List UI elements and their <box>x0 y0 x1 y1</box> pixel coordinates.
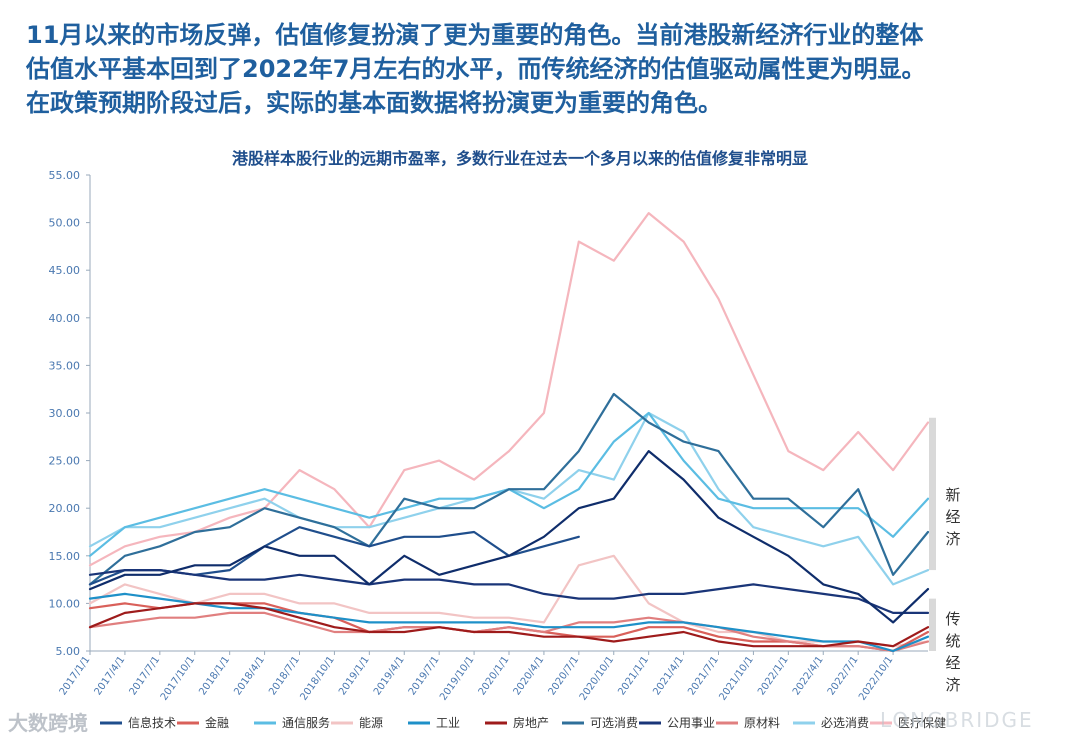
headline-line-2: 估值水平基本回到了2022年7月左右的水平，而传统经济的估值驱动属性更为明显。 <box>26 55 926 83</box>
series-line-9 <box>88 411 930 586</box>
series-line-6 <box>88 392 930 586</box>
series-line-11 <box>88 450 930 624</box>
x-tick-label: 2022/1/1 <box>756 654 791 697</box>
x-tick-label: 2018/4/1 <box>232 654 267 697</box>
series-line-2 <box>88 411 930 557</box>
new-economy-label: 新经济 <box>943 484 963 550</box>
y-tick-label: 15.00 <box>49 550 81 563</box>
x-tick-label: 2020/1/1 <box>477 654 512 697</box>
series-line-10 <box>88 212 930 567</box>
y-tick-label: 20.00 <box>49 502 81 515</box>
headline: 11月以来的市场反弹，估值修复扮演了更为重要的角色。当前港股新经济行业的整体 估… <box>26 18 1066 120</box>
new-economy-bracket <box>929 417 936 571</box>
x-tick-label: 2020/7/1 <box>547 654 582 697</box>
y-tick-label: 55.00 <box>49 169 81 182</box>
watermark-right: LONGBRIDGE <box>880 708 1034 732</box>
legend-label: 工业 <box>436 716 460 730</box>
y-tick-label: 40.00 <box>49 312 81 325</box>
legend-label: 医疗保健 <box>898 716 946 730</box>
group-brackets <box>929 417 936 651</box>
x-tick-label: 2022/7/1 <box>826 654 861 697</box>
watermark-left: 大数跨境 <box>8 711 88 735</box>
y-tick-label: 10.00 <box>49 597 81 610</box>
legend-label: 可选消费 <box>590 716 638 730</box>
x-tick-label: 2020/10/1 <box>578 654 616 702</box>
traditional-economy-text: 传统经济 <box>945 610 961 694</box>
x-tick-label: 2017/1/1 <box>58 654 93 697</box>
y-tick-label: 30.00 <box>49 407 81 420</box>
headline-line-1: 11月以来的市场反弹，估值修复扮演了更为重要的角色。当前港股新经济行业的整体 <box>26 21 924 49</box>
x-tick-label: 2020/4/1 <box>512 654 547 697</box>
x-tick-label: 2017/10/1 <box>159 654 197 702</box>
series-line-8 <box>88 611 930 653</box>
y-tick-label: 45.00 <box>49 264 81 277</box>
headline-line-3: 在政策预期阶段过后，实际的基本面数据将扮演更为重要的角色。 <box>26 89 722 117</box>
y-tick-label: 25.00 <box>49 455 81 468</box>
legend-label: 能源 <box>359 716 383 730</box>
chart-series <box>88 212 930 653</box>
chart-title: 港股样本股行业的远期市盈率，多数行业在过去一个多月以来的估值修复非常明显 <box>231 149 808 168</box>
legend-label: 必选消费 <box>821 716 869 730</box>
legend-label: 通信服务 <box>282 715 330 730</box>
traditional-economy-label: 传统经济 <box>943 608 963 696</box>
x-tick-label: 2019/10/1 <box>438 654 476 702</box>
x-tick-label: 2018/1/1 <box>197 654 232 697</box>
x-tick-label: 2021/10/1 <box>717 654 755 702</box>
new-economy-text: 新经济 <box>945 486 961 548</box>
x-tick-label: 2019/7/1 <box>407 654 442 697</box>
x-tick-label: 2017/4/1 <box>93 654 128 697</box>
legend-label: 信息技术 <box>128 715 176 730</box>
series-line-7 <box>88 569 930 614</box>
x-tick-label: 2018/7/1 <box>267 654 302 697</box>
y-tick-label: 35.00 <box>49 359 81 372</box>
x-tick-label: 2021/1/1 <box>616 654 651 697</box>
series-line-5 <box>88 602 930 648</box>
x-tick-label: 2022/10/1 <box>857 654 895 702</box>
x-tick-label: 2019/4/1 <box>372 654 407 697</box>
series-line-4 <box>88 592 930 653</box>
x-tick-label: 2021/4/1 <box>651 654 686 697</box>
x-tick-label: 2017/7/1 <box>128 654 163 697</box>
y-tick-label: 50.00 <box>49 217 81 230</box>
x-tick-label: 2021/7/1 <box>686 654 721 697</box>
traditional-economy-bracket <box>929 598 936 651</box>
y-tick-label: 5.00 <box>56 645 81 658</box>
legend-label: 原材料 <box>744 716 780 730</box>
legend-label: 房地产 <box>513 715 549 730</box>
chart-legend: 信息技术 金融 通信服务 能源 工业 房地产 可选消费 公用事业 原材料 必选消费 医疗保健 <box>100 715 946 730</box>
x-tick-label: 2022/4/1 <box>791 654 826 697</box>
x-tick-label: 2018/10/1 <box>298 654 336 702</box>
x-tick-label: 2019/1/1 <box>337 654 372 697</box>
legend-label: 金融 <box>205 715 229 730</box>
legend-label: 公用事业 <box>667 716 715 730</box>
